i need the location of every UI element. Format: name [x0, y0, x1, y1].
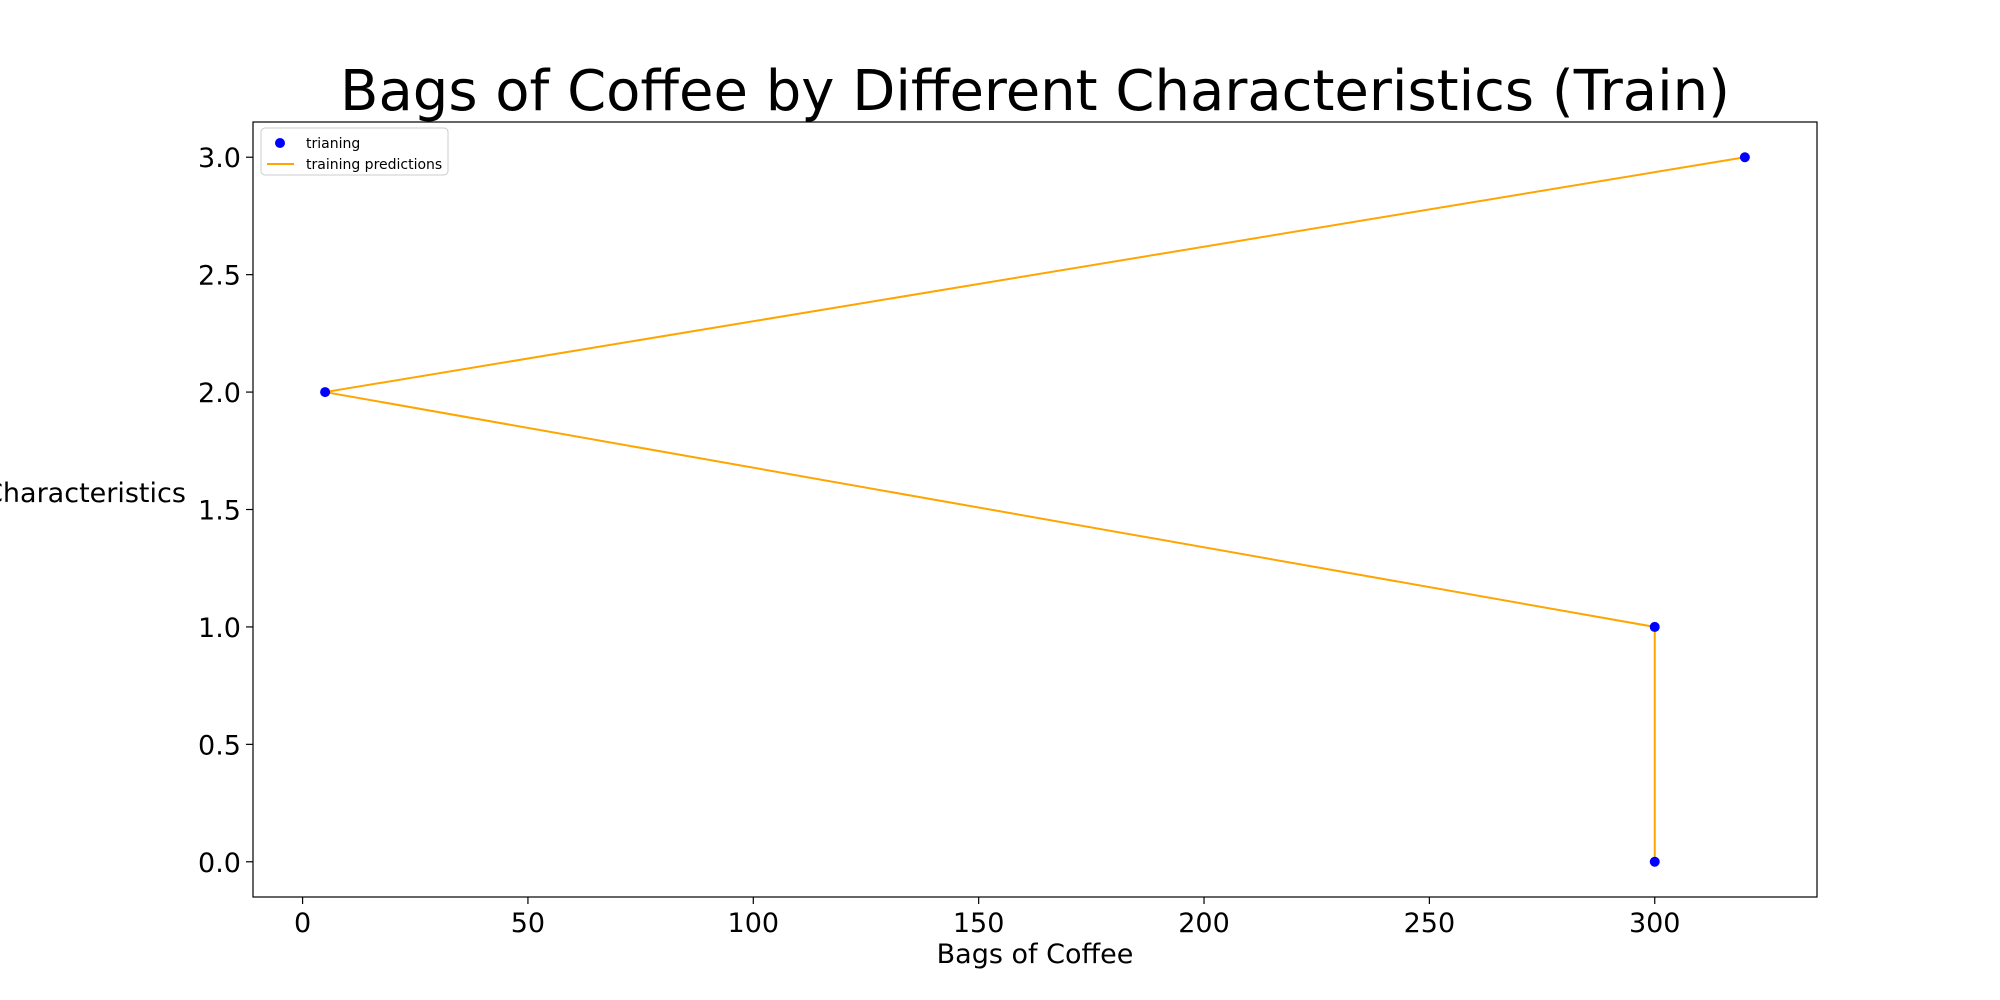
- y-tick-label: 2.0: [198, 378, 241, 409]
- legend: trianing training predictions: [260, 127, 449, 176]
- y-tick-label: 1.0: [198, 613, 241, 644]
- legend-label: trianing: [306, 136, 360, 152]
- x-tick-label: 250: [1404, 908, 1456, 939]
- x-axis-label: Bags of Coffee: [937, 939, 1134, 970]
- y-tick-label: 0.5: [198, 730, 241, 761]
- y-axis: 0.0 0.5 1.0 1.5 2.0 2.5 3.0: [198, 143, 253, 879]
- y-axis-label: Characteristics: [0, 478, 186, 509]
- y-tick-label: 3.0: [198, 143, 241, 174]
- chart-title: Bags of Coffee by Different Characterist…: [340, 59, 1730, 124]
- x-tick-label: 300: [1629, 908, 1681, 939]
- training-point: [1649, 621, 1660, 632]
- training-point: [320, 387, 331, 398]
- legend-label: training predictions: [306, 157, 442, 173]
- x-tick-label: 200: [1178, 908, 1230, 939]
- legend-box: [260, 127, 449, 176]
- y-tick-label: 0.0: [198, 848, 241, 879]
- x-tick-label: 0: [294, 908, 311, 939]
- training-point: [1649, 856, 1660, 867]
- y-tick-label: 1.5: [198, 496, 241, 527]
- legend-marker: [275, 138, 285, 148]
- x-tick-label: 100: [728, 908, 780, 939]
- training-point: [1739, 152, 1750, 163]
- x-tick-label: 150: [953, 908, 1005, 939]
- plot-area: [320, 152, 1750, 867]
- y-tick-label: 2.5: [198, 261, 241, 292]
- prediction-line: [324, 156, 1746, 862]
- x-axis: 0 50 100 150 200 250 300: [294, 897, 1681, 939]
- x-tick-label: 50: [511, 908, 545, 939]
- plot-frame: [252, 121, 1818, 898]
